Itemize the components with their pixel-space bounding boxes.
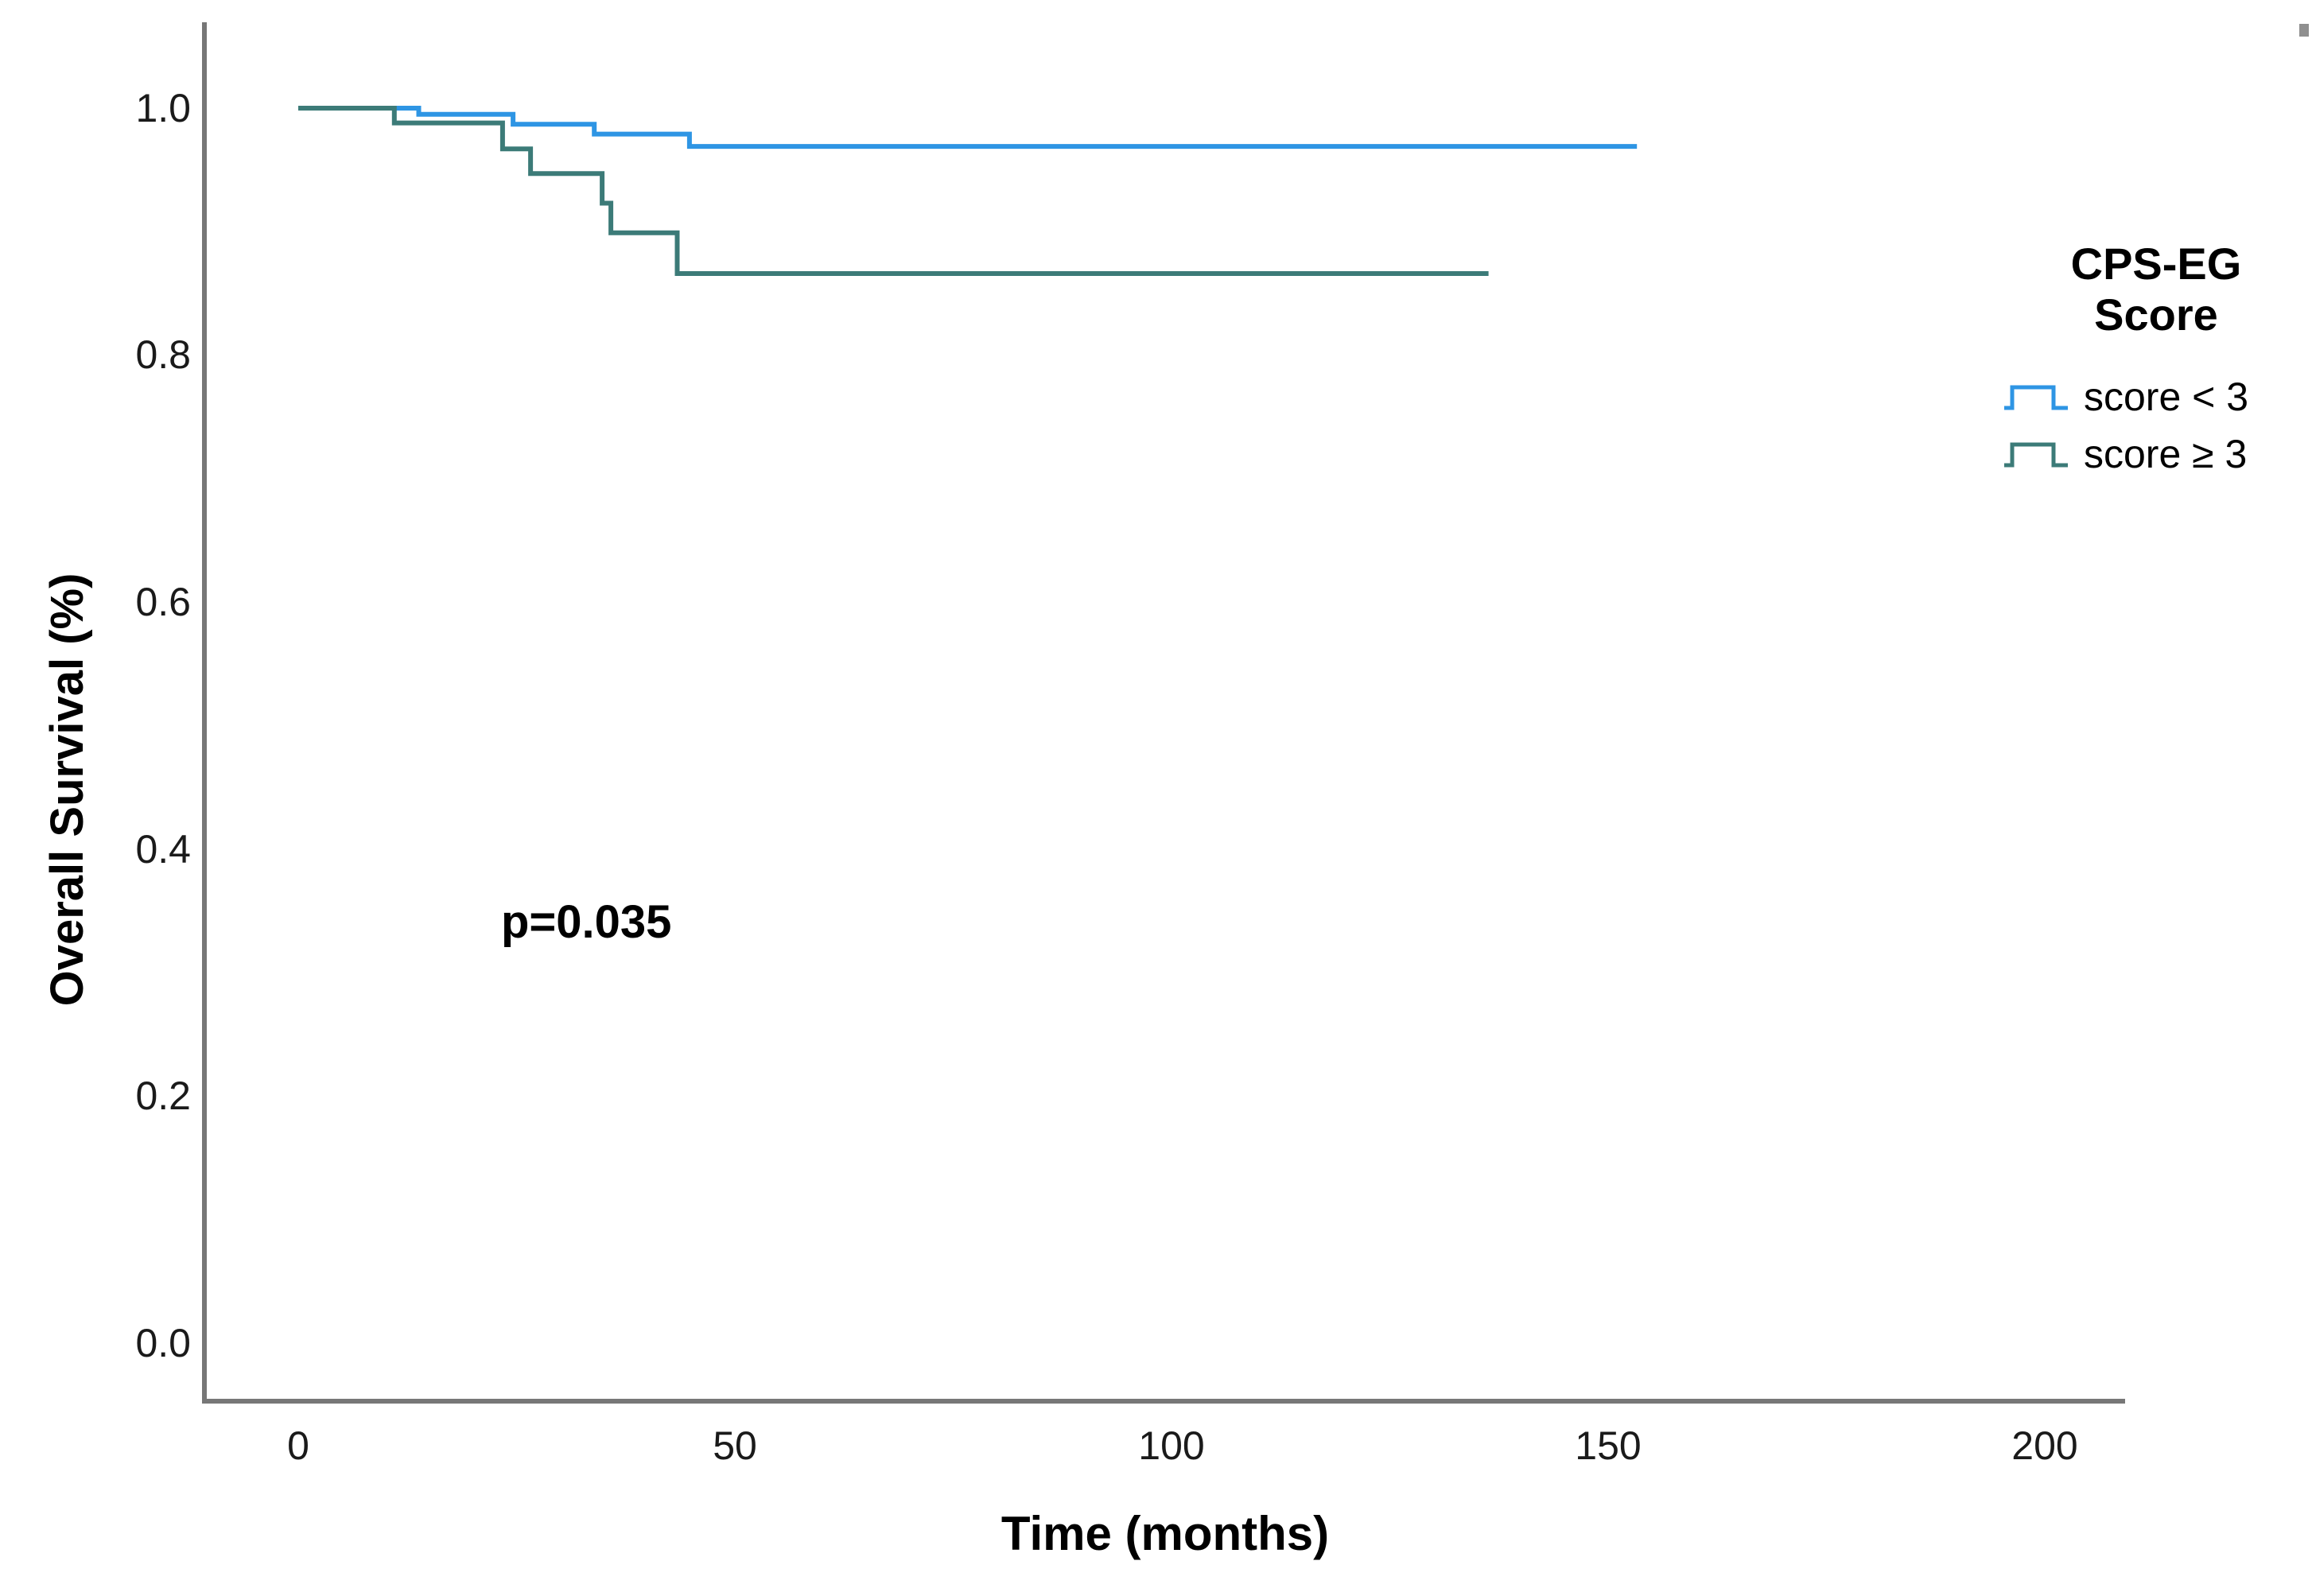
legend-entry-score-lt-3: score < 3 — [2003, 372, 2310, 421]
km-curves-group — [298, 106, 1638, 276]
legend-step-icon — [2004, 442, 2068, 468]
km-curve-score-ge-3 — [298, 106, 1489, 276]
y-tick-label-0.8: 0.8 — [135, 332, 191, 377]
x-tick-label-200: 200 — [2011, 1423, 2078, 1468]
corner-artifact — [2299, 24, 2309, 37]
x-tick-label-150: 150 — [1575, 1423, 1642, 1468]
legend-step-icon — [2004, 385, 2068, 410]
x-tick-label-100: 100 — [1138, 1423, 1205, 1468]
legend: CPS-EG Score score < 3 score ≥ 3 — [2003, 239, 2310, 479]
x-tick-label-0: 0 — [287, 1423, 309, 1468]
p-value-annotation: p=0.035 — [501, 896, 672, 948]
x-axis-title: Time (months) — [1001, 1507, 1330, 1560]
km-curve-score-lt-3 — [298, 106, 1638, 150]
legend-entry-score-ge-3: score ≥ 3 — [2003, 429, 2310, 479]
y-tick-label-0.6: 0.6 — [135, 580, 191, 624]
legend-title-line1: CPS-EG — [2070, 239, 2242, 289]
legend-entry-label: score < 3 — [2084, 375, 2249, 419]
legend-entry-label: score ≥ 3 — [2084, 432, 2248, 476]
legend-title-line2: Score — [2094, 289, 2218, 340]
y-tick-label-0.2: 0.2 — [135, 1074, 191, 1118]
y-tick-label-0.0: 0.0 — [135, 1321, 191, 1365]
legend-entries: score < 3 score ≥ 3 — [2003, 372, 2310, 479]
y-tick-label-0.4: 0.4 — [135, 827, 191, 872]
x-tick-label-50: 50 — [713, 1423, 757, 1468]
legend-title: CPS-EG Score — [2003, 239, 2310, 340]
y-tick-label-1.0: 1.0 — [135, 86, 191, 130]
